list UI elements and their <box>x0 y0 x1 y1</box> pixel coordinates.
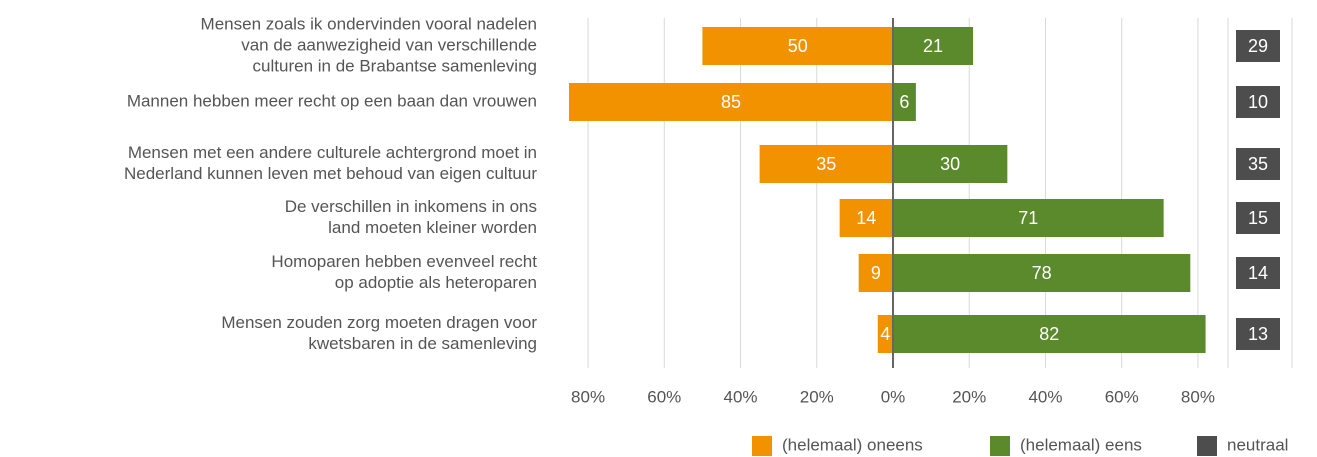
category-label: culturen in de Brabantse samenleving <box>253 56 537 75</box>
category-label: Mensen zoals ik ondervinden vooral nadel… <box>201 14 537 33</box>
bar <box>893 254 1191 292</box>
category-label: Mensen met een andere culturele achtergr… <box>128 143 537 162</box>
value-label: 4 <box>880 324 890 344</box>
category-label: Nederland kunnen leven met behoud van ei… <box>124 164 537 183</box>
value-label: 71 <box>1018 208 1038 228</box>
value-label: 50 <box>788 36 808 56</box>
value-label: 14 <box>1248 263 1268 283</box>
category-label: Homoparen hebben evenveel recht <box>271 252 537 271</box>
value-label: 35 <box>1248 154 1268 174</box>
value-label: 13 <box>1248 324 1268 344</box>
neutral-box <box>1236 257 1280 289</box>
bar <box>702 27 893 65</box>
legend-label: (helemaal) oneens <box>782 435 923 454</box>
bar <box>893 199 1164 237</box>
bar <box>893 83 916 121</box>
category-label: kwetsbaren in de samenleving <box>308 334 537 353</box>
x-tick-label: 40% <box>724 387 758 406</box>
value-label: 78 <box>1032 263 1052 283</box>
legend-swatch <box>990 436 1010 456</box>
x-tick-label: 0% <box>881 387 906 406</box>
neutral-box <box>1236 86 1280 118</box>
legend-label: (helemaal) eens <box>1020 435 1142 454</box>
legend-label: neutraal <box>1227 435 1288 454</box>
value-label: 15 <box>1248 208 1268 228</box>
neutral-box <box>1236 202 1280 234</box>
category-label: van de aanwezigheid van verschillende <box>241 35 537 54</box>
x-tick-label: 60% <box>647 387 681 406</box>
value-label: 21 <box>923 36 943 56</box>
category-label: Mannen hebben meer recht op een baan dan… <box>127 91 537 110</box>
bar <box>839 199 893 237</box>
category-label: op adoptie als heteroparen <box>335 273 537 292</box>
bar <box>893 145 1008 183</box>
value-label: 29 <box>1248 36 1268 56</box>
bar <box>858 254 893 292</box>
value-label: 14 <box>856 208 876 228</box>
neutral-box <box>1236 148 1280 180</box>
bar <box>759 145 893 183</box>
x-tick-label: 40% <box>1028 387 1062 406</box>
value-label: 85 <box>721 92 741 112</box>
bar <box>877 315 893 353</box>
neutral-box <box>1236 318 1280 350</box>
x-tick-label: 20% <box>952 387 986 406</box>
value-label: 6 <box>899 92 909 112</box>
category-label: land moeten kleiner worden <box>328 218 537 237</box>
category-label: Mensen zouden zorg moeten dragen voor <box>221 313 537 332</box>
value-label: 9 <box>871 263 881 283</box>
x-tick-label: 60% <box>1105 387 1139 406</box>
value-label: 82 <box>1039 324 1059 344</box>
value-label: 10 <box>1248 92 1268 112</box>
bar <box>569 83 893 121</box>
legend-swatch <box>752 436 772 456</box>
legend-swatch <box>1197 436 1217 456</box>
bar <box>893 27 974 65</box>
x-tick-label: 20% <box>800 387 834 406</box>
value-label: 35 <box>816 154 836 174</box>
x-tick-label: 80% <box>571 387 605 406</box>
value-label: 30 <box>940 154 960 174</box>
neutral-box <box>1236 30 1280 62</box>
bar <box>893 315 1206 353</box>
category-label: De verschillen in inkomens in ons <box>285 197 537 216</box>
x-tick-label: 80% <box>1181 387 1215 406</box>
